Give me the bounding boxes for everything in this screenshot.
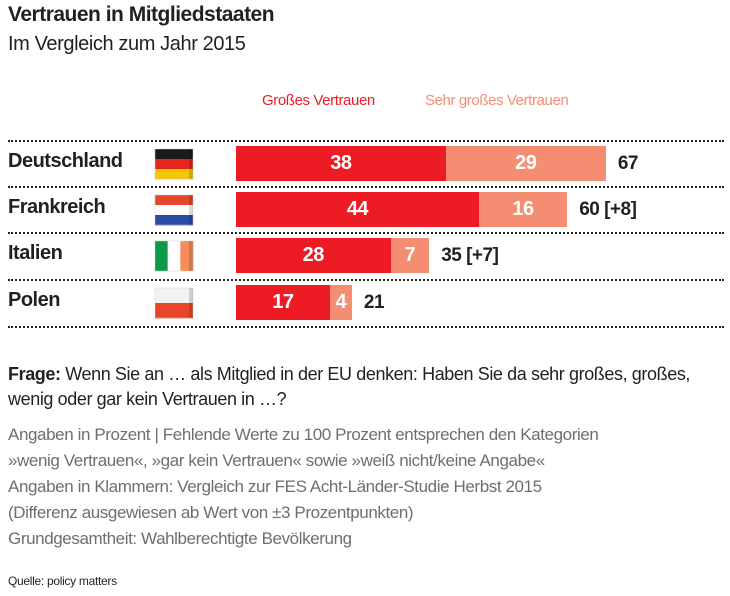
question-text: Frage: Wenn Sie an … als Mitglied in der… [8, 362, 708, 412]
bar-data-label: 44 [346, 198, 369, 220]
bar-data-label: 17 [272, 291, 294, 313]
note-line: »wenig Vertrauen«, »gar kein Vertrauen« … [8, 451, 545, 470]
italy-flag-icon [153, 238, 197, 274]
category-label: Frankreich [8, 196, 106, 218]
total-label: 35 [+7] [441, 245, 499, 266]
germany-flag-icon [153, 146, 197, 182]
category-label: Polen [8, 289, 60, 311]
question-label: Frage: [8, 364, 61, 384]
bar-segment [329, 285, 352, 320]
bar-segment [478, 192, 568, 227]
total-label: 60 [+8] [579, 199, 637, 220]
notes: Angaben in Prozent | Fehlende Werte zu 1… [8, 422, 599, 552]
bar-segment [236, 238, 391, 273]
note-line: Angaben in Klammern: Vergleich zur FES A… [8, 477, 542, 496]
bar-segment [236, 146, 446, 181]
row-divider [8, 326, 724, 328]
category-label: Italien [8, 242, 63, 264]
note-line: Angaben in Prozent | Fehlende Werte zu 1… [8, 425, 599, 444]
legend-grosses-vertrauen: Großes Vertrauen [262, 92, 375, 109]
bar-data-label: 4 [335, 291, 347, 313]
note-line: Grundgesamtheit: Wahlberechtigte Bevölke… [8, 529, 352, 548]
source-text: Quelle: policy matters [8, 574, 117, 588]
bar-segment [390, 238, 430, 273]
row-divider [8, 279, 724, 281]
bar-data-label: 28 [302, 244, 325, 266]
bar-data-label: 7 [404, 244, 416, 266]
chart-title: Vertrauen in Mitgliedstaaten [8, 3, 275, 26]
total-label: 21 [363, 292, 385, 313]
france-flag-icon [153, 192, 197, 228]
row-divider [8, 232, 724, 234]
note-line: (Differenz ausgewiesen ab Wert von ±3 Pr… [8, 503, 414, 522]
bar-data-label: 29 [515, 152, 537, 174]
total-label: 67 [617, 153, 639, 174]
bar-segment [236, 192, 479, 227]
bar-data-label: 16 [512, 198, 534, 220]
bar-data-label: 38 [330, 152, 352, 174]
poland-flag-icon [153, 285, 197, 321]
bar-segment [445, 146, 606, 181]
question-body: Wenn Sie an … als Mitglied in der EU den… [8, 364, 691, 409]
row-divider [8, 186, 724, 188]
bar-segment [236, 285, 330, 320]
row-divider [8, 140, 724, 142]
chart-subtitle: Im Vergleich zum Jahr 2015 [8, 33, 246, 55]
category-label: Deutschland [8, 150, 123, 172]
legend-sehr-grosses-vertrauen: Sehr großes Vertrauen [425, 92, 569, 109]
